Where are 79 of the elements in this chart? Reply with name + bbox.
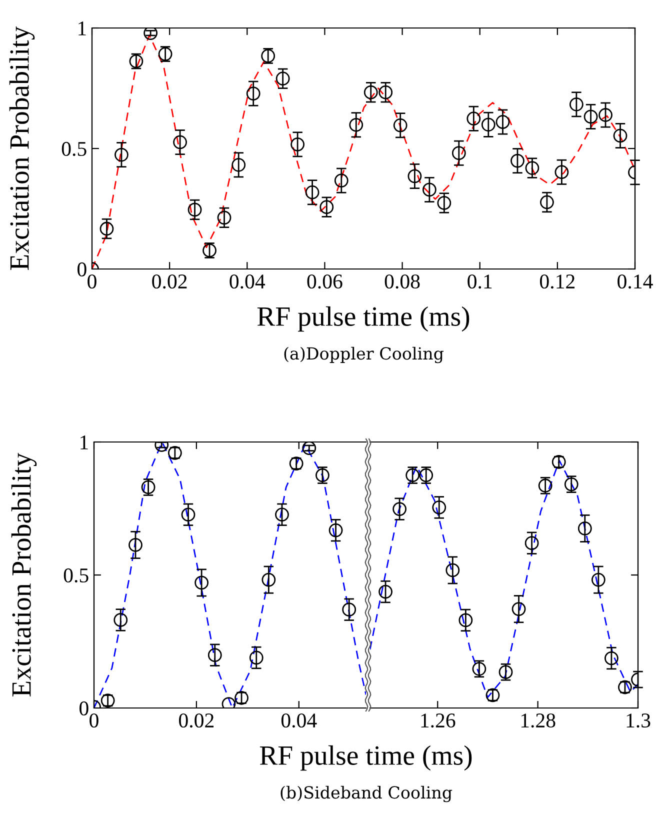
point	[378, 85, 393, 100]
y-tick-label: 0	[80, 701, 88, 716]
point	[496, 115, 510, 129]
x-tick-label: 1.28	[521, 713, 556, 728]
point	[452, 146, 466, 160]
point	[276, 72, 290, 86]
point	[173, 135, 187, 150]
point	[598, 108, 612, 122]
x-tick-label: 0.12	[540, 274, 575, 289]
point	[262, 572, 276, 587]
point	[512, 602, 526, 616]
point	[525, 161, 540, 175]
y-axis-title: Excitation Probability	[11, 452, 37, 696]
point	[584, 110, 598, 124]
point	[437, 196, 452, 210]
point	[378, 584, 392, 599]
point	[194, 576, 209, 590]
x-tick-label: 0.1	[468, 274, 492, 289]
point	[604, 651, 618, 666]
line-series	[94, 442, 366, 708]
point	[613, 128, 628, 143]
point	[275, 508, 289, 522]
x-tick-label: 0.04	[230, 274, 266, 289]
point	[320, 200, 334, 214]
point	[569, 97, 584, 112]
x-axis-title: RF pulse time (ms)	[260, 745, 472, 771]
point	[481, 118, 496, 132]
y-tick-label: 0.5	[62, 142, 86, 156]
point	[578, 522, 592, 536]
point	[181, 508, 196, 522]
x-tick-label: 0.02	[179, 713, 214, 728]
point	[334, 174, 348, 188]
point	[188, 202, 202, 217]
x-tick-label: 0	[90, 713, 98, 728]
point	[422, 182, 436, 197]
x-tick-label: 1.3	[626, 714, 650, 728]
point	[290, 137, 305, 152]
point	[100, 222, 114, 236]
point	[128, 538, 142, 552]
y-tick-label: 0	[78, 262, 86, 276]
y-tick-label: 1	[80, 435, 88, 450]
text: (a)Doppler Cooling	[284, 346, 444, 364]
text: (b)Sideband Cooling	[280, 786, 452, 802]
y-tick-label: 0.5	[64, 568, 88, 583]
point	[591, 572, 606, 587]
point	[208, 648, 222, 662]
point	[446, 563, 460, 578]
y-axis-title: Excitation Probability	[9, 26, 35, 270]
x-tick-label: 0.04	[281, 713, 317, 728]
point	[249, 650, 264, 665]
x-tick-label: 0.08	[384, 274, 420, 289]
point	[114, 613, 128, 627]
point	[144, 28, 158, 40]
point	[554, 165, 569, 180]
point	[432, 500, 446, 514]
x-tick-label: 0.02	[152, 274, 187, 289]
point	[342, 602, 356, 617]
point	[349, 118, 364, 132]
point	[246, 86, 260, 100]
point	[364, 85, 378, 100]
point	[217, 210, 232, 225]
x-axis-title: RF pulse time (ms)	[257, 306, 470, 332]
x-tick-label: 1.26	[421, 714, 456, 728]
point	[466, 112, 481, 126]
point	[305, 185, 320, 200]
point	[232, 158, 246, 172]
point	[392, 502, 406, 516]
point	[408, 169, 422, 184]
point	[114, 148, 128, 162]
point	[302, 442, 316, 456]
point	[328, 523, 343, 538]
point	[393, 118, 408, 132]
y-tick-label: 1	[78, 21, 86, 36]
point	[458, 613, 473, 628]
point	[540, 195, 554, 210]
point	[524, 536, 539, 550]
x-tick-label: 0.14	[618, 274, 653, 289]
point	[510, 154, 524, 168]
x-tick-label: 0.06	[307, 274, 342, 289]
